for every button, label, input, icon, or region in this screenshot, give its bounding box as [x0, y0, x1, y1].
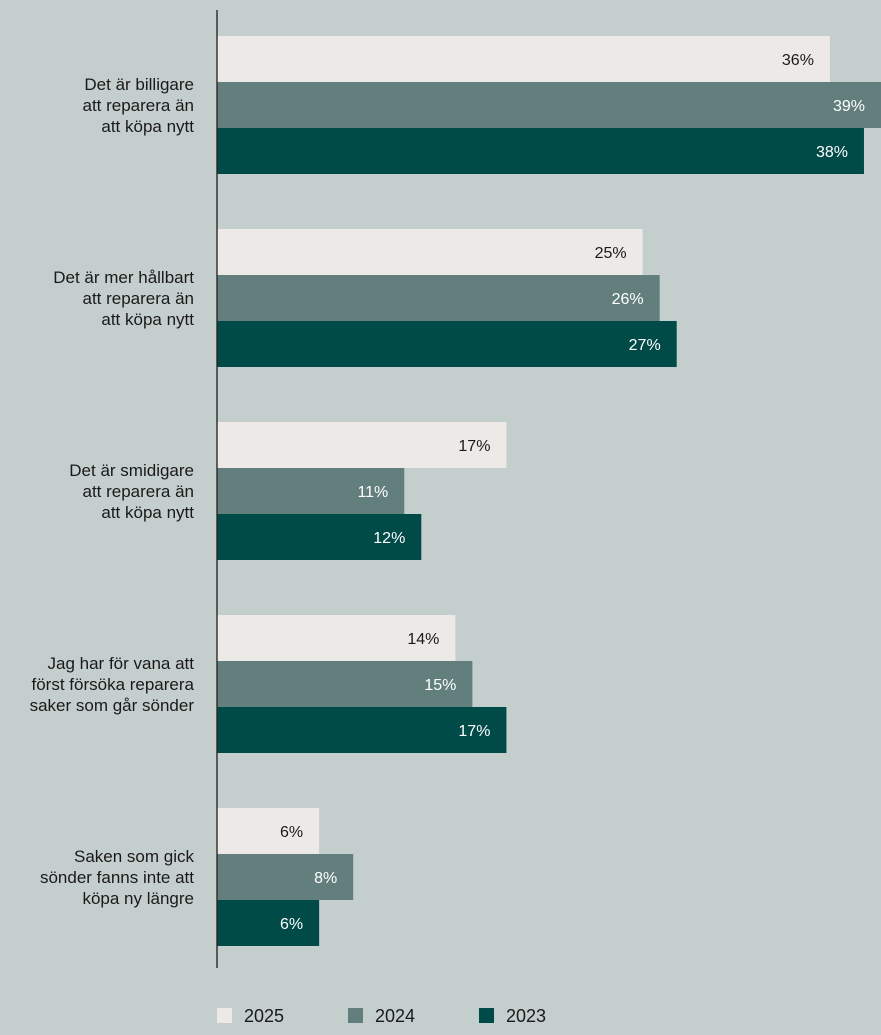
bar-2025 [217, 36, 830, 82]
category-label: Det är mer hållbart [53, 268, 194, 287]
legend-label: 2024 [375, 1006, 415, 1026]
bar-2024 [217, 82, 881, 128]
category-label: först försöka reparera [31, 675, 194, 694]
data-label: 27% [629, 337, 661, 354]
data-label: 6% [280, 916, 303, 933]
category-label: Det är smidigare [69, 461, 194, 480]
data-label: 36% [782, 52, 814, 69]
bar-2025 [217, 808, 320, 854]
data-label: 17% [458, 438, 490, 455]
category-label: sönder fanns inte att [40, 868, 194, 887]
legend-swatch-2025 [217, 1008, 232, 1023]
data-label: 6% [280, 824, 303, 841]
category-label: Saken som gick [74, 847, 194, 866]
data-label: 25% [595, 245, 627, 262]
category-label: att reparera än [82, 96, 194, 115]
legend-swatch-2024 [348, 1008, 363, 1023]
category-label: att köpa nytt [101, 117, 194, 136]
bar-2023 [217, 514, 422, 560]
category-label: saker som går sönder [30, 696, 195, 715]
legend-swatch-2023 [479, 1008, 494, 1023]
bar-2023 [217, 321, 677, 367]
category-label: Det är billigare [84, 75, 194, 94]
bar-2023 [217, 900, 320, 946]
data-label: 11% [357, 484, 388, 501]
legend-label: 2025 [244, 1006, 284, 1026]
bar-2023 [217, 128, 864, 174]
data-label: 17% [458, 723, 490, 740]
category-label: köpa ny längre [82, 889, 194, 908]
category-label: att köpa nytt [101, 503, 194, 522]
bar-2024 [217, 275, 660, 321]
category-label: att köpa nytt [101, 310, 194, 329]
data-label: 39% [833, 98, 865, 115]
data-label: 38% [816, 144, 848, 161]
category-label: att reparera än [82, 482, 194, 501]
data-label: 12% [373, 530, 405, 547]
data-label: 15% [424, 677, 456, 694]
data-label: 8% [314, 870, 337, 887]
data-label: 14% [407, 631, 439, 648]
bar-2025 [217, 422, 507, 468]
category-label: Jag har för vana att [48, 654, 195, 673]
bar-2024 [217, 468, 405, 514]
bar-2025 [217, 229, 643, 275]
bar-2024 [217, 661, 473, 707]
legend-label: 2023 [506, 1006, 546, 1026]
bar-2024 [217, 854, 354, 900]
bar-2023 [217, 707, 507, 753]
data-label: 26% [612, 291, 644, 308]
category-label: att reparera än [82, 289, 194, 308]
bar-2025 [217, 615, 456, 661]
